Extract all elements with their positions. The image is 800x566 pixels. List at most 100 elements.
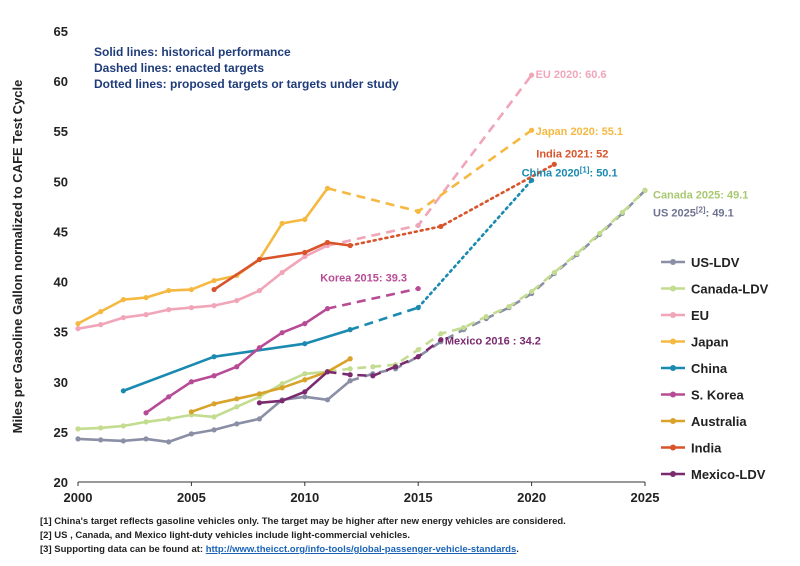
data-point [188, 431, 194, 437]
historical-line [77, 187, 329, 325]
historical-line [259, 370, 329, 405]
target-point [529, 127, 535, 133]
x-tick-label: 2025 [631, 490, 660, 505]
data-point [347, 327, 353, 333]
data-point [120, 296, 126, 303]
data-point [302, 249, 308, 256]
series-japan [75, 127, 535, 327]
data-point [188, 305, 194, 311]
target-line-dashed [349, 306, 419, 331]
value-annotation: Mexico 2016 : 34.2 [445, 336, 541, 348]
series-canada-ldv [75, 187, 648, 432]
data-point [120, 388, 126, 394]
target-line-dashed [327, 74, 533, 247]
line-style-note: Solid lines: historical performance [94, 45, 291, 59]
legend-swatch-marker [670, 285, 676, 292]
data-point [302, 371, 308, 377]
data-point [256, 256, 263, 263]
footnote-2: [2] US , Canada, and Mexico light-duty v… [40, 530, 411, 541]
chart-annotations: EU 2020: 60.6 Japan 2020: 55.1 India 2021:… [320, 69, 748, 348]
y-tick-label: 25 [54, 425, 68, 440]
legend-label: India [691, 441, 722, 456]
y-tick-label: 35 [54, 325, 68, 340]
series-us-ldv [75, 187, 648, 445]
data-point [324, 185, 331, 191]
data-point [234, 404, 240, 410]
legend-swatch-marker [670, 418, 676, 424]
data-point [256, 391, 263, 397]
target-point [438, 337, 444, 343]
line-style-note: Dotted lines: proposed targets or target… [94, 77, 399, 91]
legend-label: Canada-LDV [691, 282, 769, 297]
target-point [642, 187, 648, 193]
data-point [166, 416, 172, 422]
target-point [438, 223, 444, 230]
data-point [256, 345, 263, 351]
data-point [324, 306, 331, 312]
data-point [302, 253, 308, 260]
annotation-value: : 49.1 [706, 207, 734, 219]
legend-item: US-LDV [661, 255, 740, 270]
data-point [211, 373, 217, 379]
data-point [188, 379, 194, 385]
target-line-dashed [327, 129, 533, 213]
historical-line [190, 357, 351, 414]
data-point [211, 286, 217, 293]
data-point [347, 378, 353, 384]
data-point [143, 419, 149, 425]
data-point [211, 414, 217, 420]
data-point [143, 436, 149, 442]
target-point [347, 372, 353, 378]
legend-item: Japan [661, 335, 729, 350]
y-tick-label: 50 [54, 174, 68, 189]
data-point [279, 381, 285, 387]
target-point [529, 72, 535, 78]
supporting-data-link[interactable]: http://www.theicct.org/info-tools/global… [205, 544, 517, 555]
legend-item: China [661, 361, 728, 376]
target-point [392, 364, 399, 370]
annotation-footnote-ref: [2] [696, 205, 706, 214]
legend-item: Australia [661, 414, 747, 429]
target-point [551, 269, 557, 276]
y-tick-label: 60 [54, 74, 68, 89]
chart-series [75, 72, 648, 445]
target-point [506, 304, 512, 310]
data-point [98, 322, 104, 328]
value-annotation: Korea 2015: 39.3 [320, 273, 407, 285]
data-point [347, 242, 353, 249]
data-point [166, 394, 172, 400]
data-point [166, 287, 172, 294]
x-tick-label: 2010 [290, 490, 319, 505]
data-point [166, 439, 172, 445]
target-point [574, 250, 580, 257]
footnote-3: [3] Supporting data can be found at: htt… [40, 544, 519, 555]
data-point [234, 297, 240, 304]
data-point [98, 437, 104, 443]
historical-line [77, 370, 328, 431]
y-axis-label: Miles per Gasoline Gallon normalized to … [10, 80, 25, 434]
series-mexico-ldv [256, 337, 444, 406]
value-annotation: Japan 2020: 55.1 [536, 126, 623, 138]
legend-swatch-marker [670, 259, 676, 265]
chart-legend: US-LDV Canada-LDV EU Japan China S. Korea Aust… [661, 255, 769, 482]
data-point [120, 315, 126, 321]
footnote-3-suffix: . [516, 544, 519, 555]
legend-label: Australia [691, 414, 747, 429]
value-annotation: US 2025[2]: 49.1 [653, 205, 734, 219]
target-point [460, 325, 467, 331]
legend-swatch-marker [670, 391, 676, 398]
data-point [234, 396, 240, 402]
data-point [302, 216, 308, 223]
target-point [597, 230, 603, 237]
value-annotation: EU 2020: 60.6 [536, 69, 607, 81]
value-annotation: China 2020[1]: 50.1 [522, 165, 618, 179]
target-point [415, 347, 421, 353]
data-point [188, 409, 194, 415]
legend-label: China [691, 361, 728, 376]
data-point [75, 426, 81, 432]
data-point [211, 277, 217, 284]
target-point [370, 364, 376, 370]
target-point [415, 354, 421, 360]
